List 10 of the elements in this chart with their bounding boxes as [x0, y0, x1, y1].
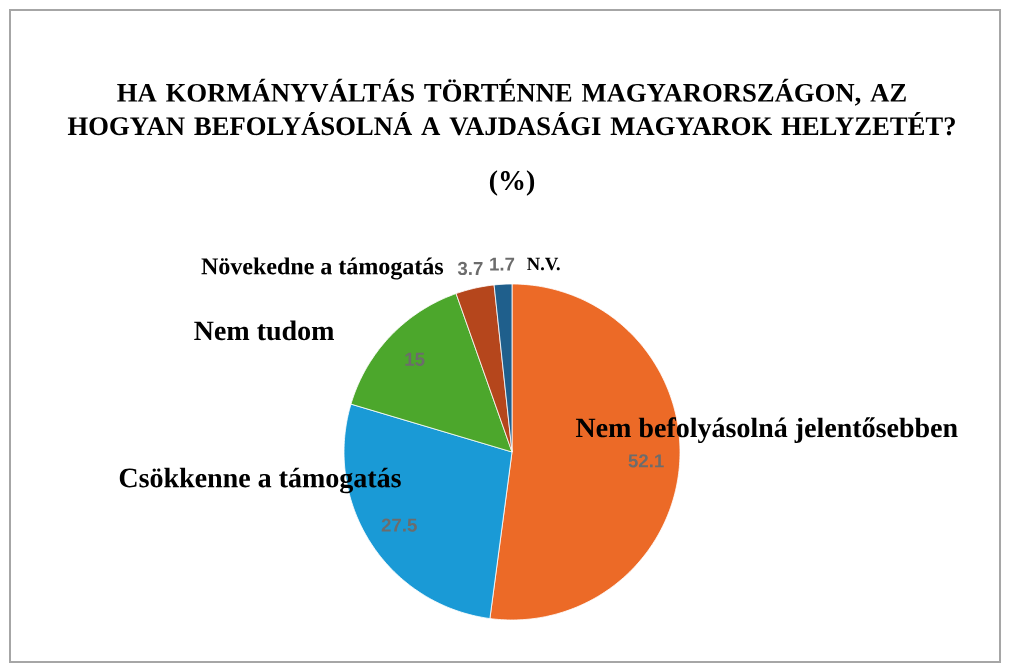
- chart-subtitle: (%): [489, 170, 535, 196]
- data-label: 27.5: [381, 518, 417, 532]
- chart-title: HA KORMÁNYVÁLTÁS TÖRTÉNNE MAGYARORSZÁGON, AZ HOGYAN BEFOLYÁSOLNÁ A VAJDASÁGI MAGYAROK HELYZETÉT?: [67, 78, 955, 136]
- slice-label: Növekedne a támogatás: [201, 257, 444, 280]
- slice-label: N.V.: [527, 257, 560, 271]
- slice-label: Nem tudom: [194, 320, 334, 341]
- data-label: 52.1: [628, 454, 664, 468]
- data-label: 1.7: [490, 257, 515, 271]
- data-label: 3.7: [457, 261, 483, 276]
- data-label: 15: [405, 352, 425, 366]
